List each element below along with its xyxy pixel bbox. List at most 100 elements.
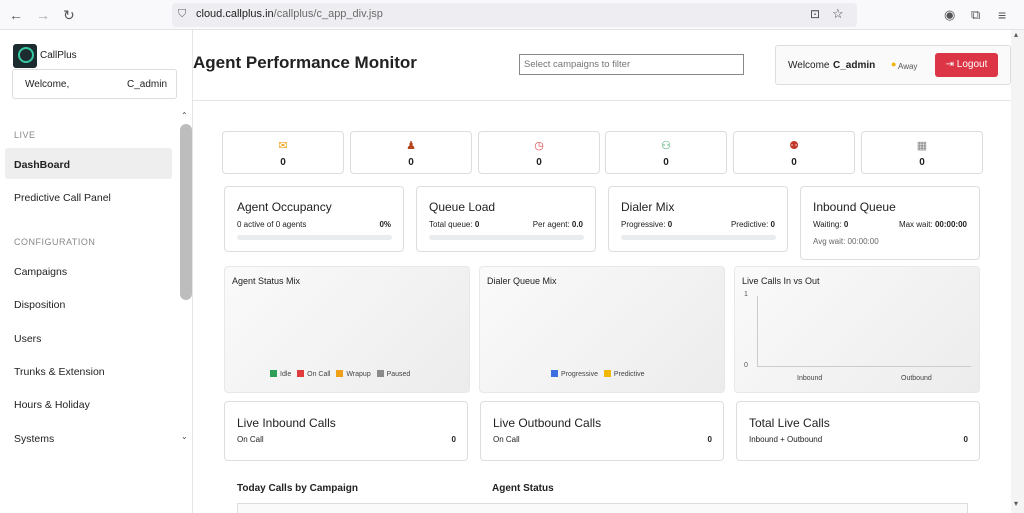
clock-icon: ◷ <box>534 140 544 152</box>
agent-status-mix-chart: Agent Status Mix Idle On Call Wrapup Pau… <box>224 266 470 393</box>
stat-tile-team: ⚇ 0 <box>605 131 727 174</box>
kpi-agent-occupancy: Agent Occupancy 0 active of 0 agents 0% <box>224 186 404 252</box>
chart-title: Live Calls In vs Out <box>742 276 820 286</box>
scroll-down-icon[interactable]: ▾ <box>1014 499 1019 508</box>
per-agent-label: Per agent: <box>532 220 570 229</box>
agent-status-legend: Idle On Call Wrapup Paused <box>270 370 410 378</box>
per-agent-value: 0.0 <box>571 220 583 229</box>
sidebar-item-campaigns[interactable]: Campaigns <box>14 266 68 278</box>
reader-icon[interactable]: ⊡ <box>810 7 821 21</box>
kpi-occupancy-percent: 0% <box>379 220 391 229</box>
reload-icon[interactable]: ↻ <box>63 7 75 23</box>
total-live-calls-card: Total Live Calls Inbound + Outbound 0 <box>736 401 980 461</box>
chart-plot-area <box>757 296 971 367</box>
stat-value: 0 <box>536 157 542 168</box>
legend-on-call[interactable]: On Call <box>297 370 330 378</box>
card-title: Live Inbound Calls <box>237 416 336 430</box>
card-sub: On Call <box>493 435 520 444</box>
kpi-active-text: 0 active of 0 agents <box>237 220 307 229</box>
sidebar-item-users[interactable]: Users <box>14 333 42 345</box>
agent-status-title: Agent Status <box>492 483 554 494</box>
section-live: LIVE <box>14 130 36 140</box>
sidebar-item-trunks-extension[interactable]: Trunks & Extension <box>14 366 105 378</box>
card-sub: On Call <box>237 435 264 444</box>
scroll-up-icon[interactable]: ▴ <box>1014 30 1019 39</box>
logout-button[interactable]: ⇥ Logout <box>935 53 998 77</box>
card-title: Live Outbound Calls <box>493 416 602 430</box>
menu-icon[interactable]: ≡ <box>998 7 1007 23</box>
kpi-title: Dialer Mix <box>621 200 675 214</box>
header-user: C_admin <box>833 60 876 71</box>
card-value: 0 <box>707 435 712 444</box>
kpi-dialer-mix: Dialer Mix Progressive: 0 Predictive: 0 <box>608 186 788 252</box>
waiting-value: 0 <box>843 220 849 229</box>
scroll-up-icon[interactable]: ⌃ <box>181 111 188 120</box>
sidebar-scrollbar[interactable]: ⌃ ⌄ <box>180 111 192 513</box>
back-arrow-icon[interactable]: ← <box>9 7 23 23</box>
logout-label: Logout <box>956 59 988 70</box>
progressive-value: 0 <box>667 220 673 229</box>
x-tick-inbound: Inbound <box>797 375 823 382</box>
today-calls-title: Today Calls by Campaign <box>237 483 358 494</box>
stat-tile-agents: ♟ 0 <box>350 131 472 174</box>
card-title: Total Live Calls <box>749 416 830 430</box>
sidebar-item-predictive-call-panel[interactable]: Predictive Call Panel <box>14 192 111 204</box>
legend-wrapup[interactable]: Wrapup <box>336 370 371 378</box>
stat-tile-calls: ✉ 0 <box>222 131 344 174</box>
account-icon[interactable]: ◉ <box>944 7 956 22</box>
total-queue-value: 0 <box>474 220 480 229</box>
forward-arrow-icon[interactable]: → <box>36 7 50 23</box>
kpi-title: Inbound Queue <box>813 200 896 214</box>
stat-tile-building: ▦ 0 <box>861 131 983 174</box>
legend-paused[interactable]: Paused <box>376 370 410 378</box>
bottom-table-header <box>237 503 968 513</box>
sidebar-item-hours-holiday[interactable]: Hours & Holiday <box>14 399 90 411</box>
stat-tile-time: ◷ 0 <box>478 131 600 174</box>
sidebar-item-dashboard[interactable]: DashBoard <box>14 159 71 171</box>
live-inbound-calls-card: Live Inbound Calls On Call 0 <box>224 401 468 461</box>
progressive-label: Progressive: <box>621 220 666 229</box>
legend-progressive[interactable]: Progressive <box>551 370 598 378</box>
card-value: 0 <box>963 435 968 444</box>
building-icon: ▦ <box>916 140 928 152</box>
sidebar-scroll-thumb[interactable] <box>180 124 192 300</box>
scroll-down-icon[interactable]: ⌄ <box>181 432 188 441</box>
sidebar-item-disposition[interactable]: Disposition <box>14 299 66 311</box>
sidebar-welcome-user: C_admin <box>127 79 168 90</box>
url-path: /callplus/c_app_div.jsp <box>273 8 383 20</box>
chart-title: Dialer Queue Mix <box>487 276 557 286</box>
occupancy-progress-bar <box>237 235 392 240</box>
sidebar-welcome-box: Welcome, C_admin <box>12 69 177 99</box>
card-sub: Inbound + Outbound <box>749 435 823 444</box>
stat-value: 0 <box>791 157 797 168</box>
stat-value: 0 <box>663 157 669 168</box>
sidebar-item-systems[interactable]: Systems <box>14 433 55 445</box>
logout-icon: ⇥ <box>945 59 957 70</box>
dialer-queue-mix-chart: Dialer Queue Mix Progressive Predictive <box>479 266 725 393</box>
support-icon: ⚉ <box>789 140 799 152</box>
address-bar[interactable]: ⛉ cloud.callplus.in/callplus/c_app_div.j… <box>172 3 857 27</box>
extensions-icon[interactable]: ⧉ <box>971 7 981 22</box>
browser-toolbar: ← → ↻ ⛉ cloud.callplus.in/callplus/c_app… <box>0 0 1024 30</box>
page-title: Agent Performance Monitor <box>193 53 417 72</box>
avg-wait: Avg wait: 00:00:00 <box>813 237 879 246</box>
shield-icon[interactable]: ⛉ <box>178 8 187 20</box>
bookmark-star-icon[interactable]: ☆ <box>832 6 844 21</box>
live-calls-chart: Live Calls In vs Out 1 0 Inbound Outboun… <box>734 266 980 393</box>
card-value: 0 <box>451 435 456 444</box>
sidebar-welcome-label: Welcome, <box>25 79 70 90</box>
waiting-label: Waiting: <box>813 220 842 229</box>
main-content: Agent Performance Monitor Welcome C_admi… <box>193 30 1011 513</box>
page-scrollbar[interactable]: ▴ ▾ <box>1011 30 1024 513</box>
kpi-inbound-queue: Inbound Queue Waiting: 0 Max wait: 00:00… <box>800 186 980 260</box>
campaign-filter-input[interactable] <box>519 54 744 75</box>
legend-idle[interactable]: Idle <box>270 370 291 378</box>
header-divider <box>193 100 1011 101</box>
max-wait-value: 00:00:00 <box>934 220 967 229</box>
y-tick-min: 0 <box>744 362 748 369</box>
x-tick-outbound: Outbound <box>901 375 932 382</box>
section-configuration: CONFIGURATION <box>14 237 96 247</box>
status-dot-icon: ● <box>891 59 897 69</box>
url-host: cloud.callplus.in <box>196 8 274 20</box>
legend-predictive[interactable]: Predictive <box>603 370 645 378</box>
